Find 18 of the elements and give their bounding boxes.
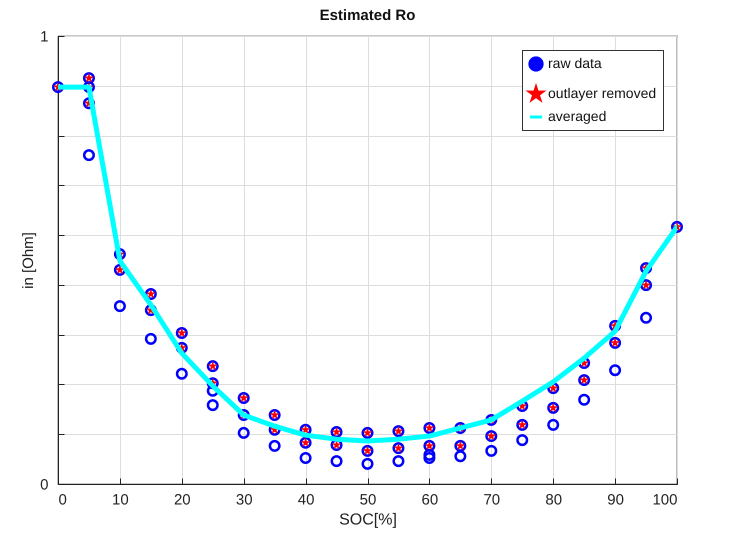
x-tick-label: 30 <box>236 492 253 508</box>
chart-title: Estimated Ro <box>320 7 416 24</box>
legend-label: raw data <box>548 55 602 71</box>
legend-label: outlayer removed <box>548 85 656 101</box>
x-tick-label: 100 <box>652 492 678 508</box>
x-tick-label: 0 <box>58 492 67 508</box>
y-axis-title: in [Ohm] <box>20 232 38 289</box>
x-tick-label: 80 <box>545 492 562 508</box>
x-tick-label: 40 <box>298 492 314 508</box>
x-tick-label: 50 <box>360 492 376 508</box>
x-tick-label: 60 <box>422 492 438 508</box>
legend-label: averaged <box>548 108 606 124</box>
x-tick-label: 20 <box>174 492 191 508</box>
x-tick-label: 70 <box>483 492 500 508</box>
x-tick-label: 90 <box>607 492 624 508</box>
x-axis-title: SOC[%] <box>339 512 397 528</box>
x-tick-label: 10 <box>112 492 129 508</box>
y-tick-label: 1 <box>40 28 48 46</box>
